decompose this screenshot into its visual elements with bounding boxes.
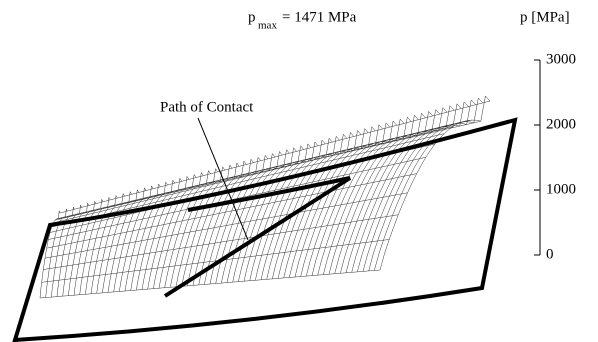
mesh-line bbox=[255, 137, 333, 281]
mesh-line bbox=[277, 129, 362, 279]
pmax-symbol: p bbox=[248, 9, 256, 25]
mesh-line bbox=[39, 269, 381, 299]
tick-label: 2000 bbox=[546, 116, 576, 132]
contact-line bbox=[163, 176, 352, 298]
mesh-line bbox=[249, 139, 326, 281]
mesh-line bbox=[53, 126, 454, 224]
mesh-line bbox=[44, 192, 408, 259]
mesh-line bbox=[58, 120, 481, 220]
mesh-line bbox=[243, 141, 319, 282]
tick-label: 0 bbox=[546, 246, 554, 262]
mesh-line bbox=[43, 214, 399, 270]
pressure-mesh bbox=[39, 95, 491, 299]
pmax-value: = 1471 MPa bbox=[282, 9, 357, 25]
mesh-line bbox=[311, 118, 405, 276]
tick-label: 1000 bbox=[546, 181, 576, 197]
mesh-line bbox=[59, 100, 491, 214]
mesh-line bbox=[289, 126, 376, 278]
mesh-line bbox=[379, 95, 491, 271]
mesh-line bbox=[41, 239, 390, 283]
mesh-line bbox=[374, 97, 483, 271]
mesh-line bbox=[56, 119, 472, 220]
pmax-subscript: max bbox=[258, 20, 277, 32]
mesh-line bbox=[48, 157, 426, 240]
leader-line bbox=[197, 117, 249, 241]
mesh-line bbox=[46, 173, 417, 249]
tick-label: 3000 bbox=[546, 51, 576, 67]
axis-ticks: 3000 2000 1000 0 bbox=[534, 51, 576, 262]
axis-label: p [MPa] bbox=[520, 9, 570, 25]
mesh-line bbox=[51, 133, 445, 228]
tooth-outline bbox=[12, 117, 518, 342]
mesh-line bbox=[294, 124, 383, 278]
mesh-line bbox=[107, 187, 147, 293]
mesh-line bbox=[317, 116, 412, 276]
annotation: Path of Contact bbox=[160, 99, 254, 115]
mesh-line bbox=[85, 194, 118, 295]
